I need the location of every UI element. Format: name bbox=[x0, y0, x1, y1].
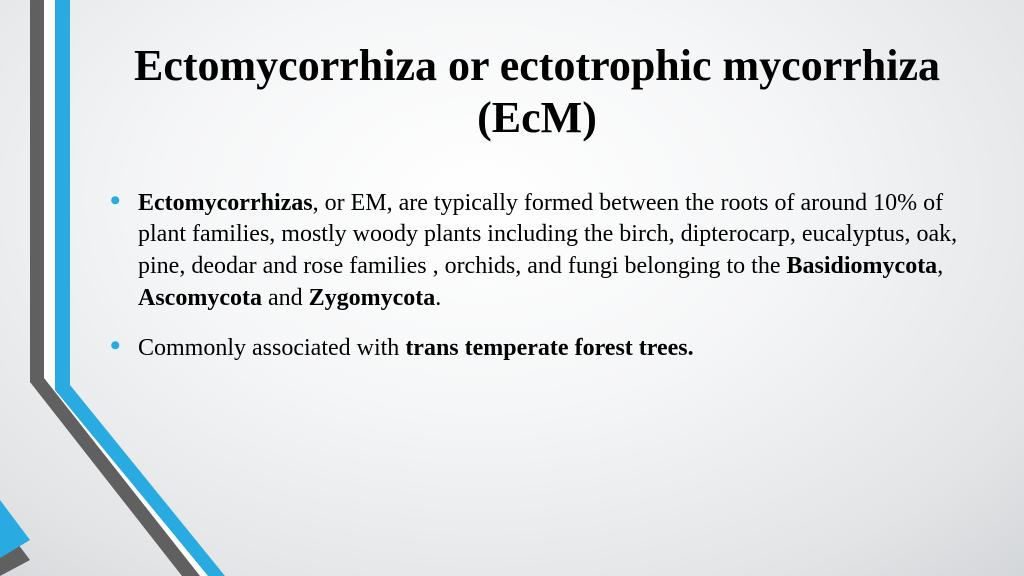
bullet-item: Commonly associated with trans temperate… bbox=[110, 333, 964, 365]
bullet-text-segment: trans temperate forest trees. bbox=[405, 335, 693, 361]
slide-title: Ectomycorrhiza or ectotrophic mycorrhiza… bbox=[110, 40, 964, 144]
bullet-text-segment: Basidiomycota bbox=[787, 253, 938, 279]
bullet-text-segment: , bbox=[937, 253, 943, 279]
bullet-list: Ectomycorrhizas, or EM, are typically fo… bbox=[110, 188, 964, 364]
bullet-item: Ectomycorrhizas, or EM, are typically fo… bbox=[110, 188, 964, 315]
bullet-text-segment: Ascomycota bbox=[138, 285, 262, 311]
bullet-text-segment: Zygomycota bbox=[309, 285, 436, 311]
bullet-text-segment: and bbox=[262, 285, 309, 311]
bullet-text-segment: Commonly associated with bbox=[138, 335, 405, 361]
bullet-text-segment: . bbox=[435, 285, 441, 311]
bullet-text-segment: Ectomycorrhizas bbox=[138, 190, 313, 216]
